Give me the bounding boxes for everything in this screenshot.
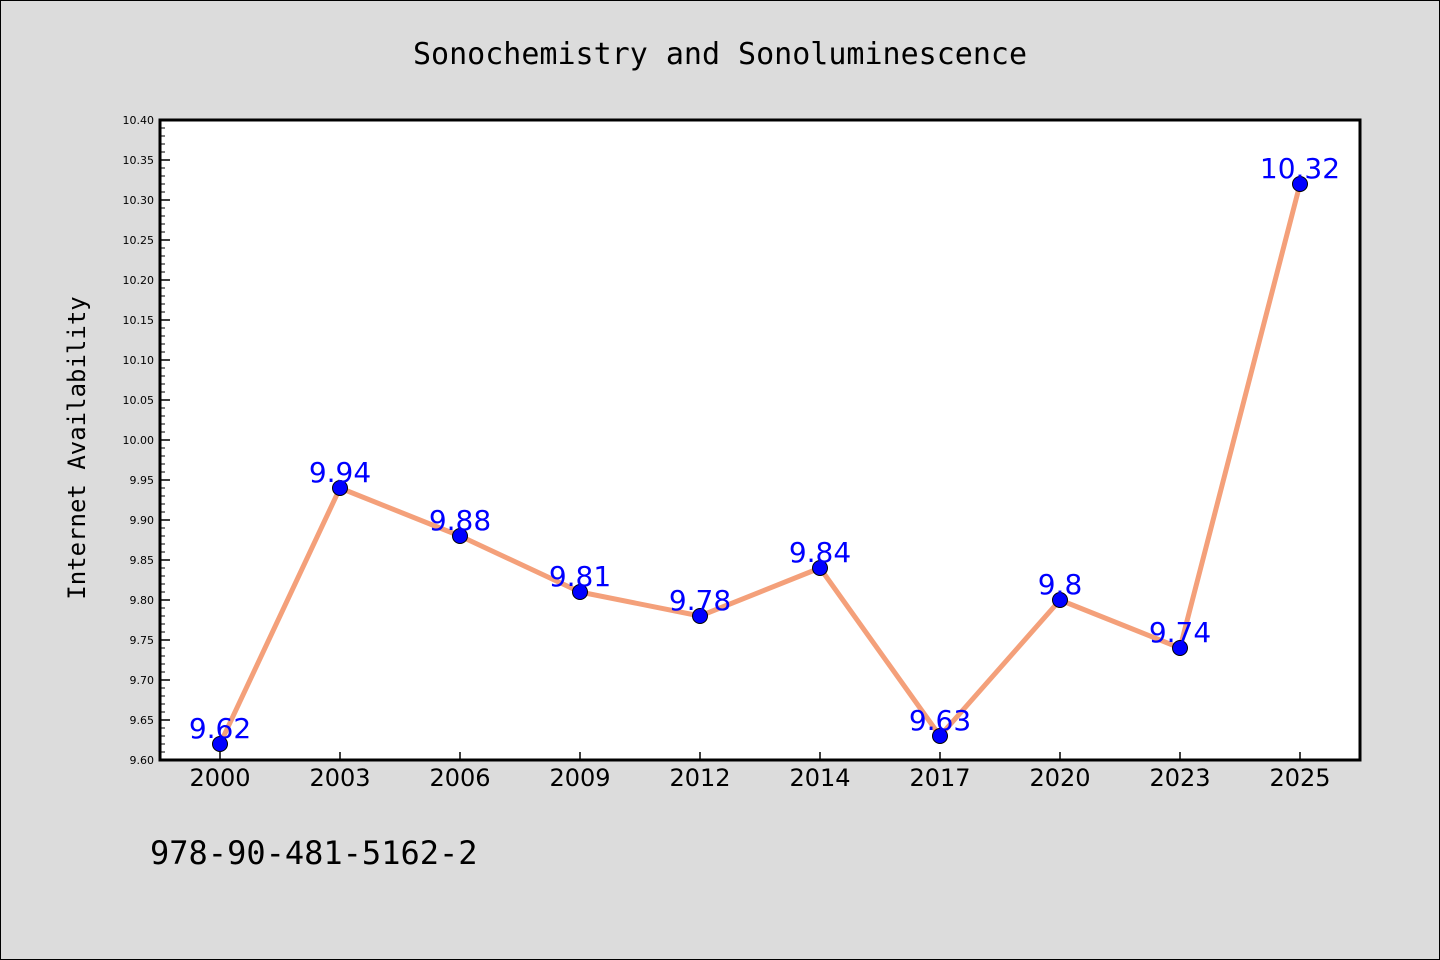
- data-label: 9.81: [549, 560, 611, 593]
- data-point: [452, 528, 468, 544]
- y-tick-label: 9.65: [130, 714, 155, 727]
- data-label: 9.94: [309, 456, 371, 489]
- y-tick-label: 9.95: [130, 474, 155, 487]
- data-point: [1172, 640, 1188, 656]
- y-tick-label: 10.10: [123, 354, 155, 367]
- data-point: [932, 728, 948, 744]
- y-tick-label: 9.70: [130, 674, 155, 687]
- chart-title: Sonochemistry and Sonoluminescence: [413, 37, 1027, 72]
- x-tick-label: 2012: [669, 764, 730, 792]
- data-point: [692, 608, 708, 624]
- series-points-group: [212, 176, 1308, 752]
- data-label: 9.88: [429, 504, 491, 537]
- y-tick-label: 10.05: [123, 394, 155, 407]
- isbn-annotation: 978-90-481-5162-2: [150, 834, 478, 872]
- x-tick-label: 2014: [789, 764, 850, 792]
- data-label: 10.32: [1260, 152, 1340, 185]
- y-tick-label: 10.20: [123, 274, 155, 287]
- y-tick-label: 9.90: [130, 514, 155, 527]
- data-label: 9.62: [189, 712, 251, 745]
- y-tick-label: 10.40: [123, 114, 155, 127]
- x-tick-label: 2020: [1029, 764, 1090, 792]
- x-tick-label: 2003: [309, 764, 370, 792]
- data-point: [1292, 176, 1308, 192]
- y-tick-label: 10.00: [123, 434, 155, 447]
- data-labels-group: 9.62 9.94 9.88 9.81 9.78 9.84 9.63 9.8 9.74 10.32: [189, 152, 1340, 745]
- data-label: 9.78: [669, 584, 731, 617]
- y-tick-label: 10.25: [123, 234, 155, 247]
- y-tick-label: 9.60: [130, 754, 155, 767]
- series-line: [217, 181, 1303, 747]
- data-label: 9.74: [1149, 616, 1211, 649]
- y-tick-label: 10.30: [123, 194, 155, 207]
- data-point: [332, 480, 348, 496]
- x-tick-label: 2000: [189, 764, 250, 792]
- x-tick-label: 2017: [909, 764, 970, 792]
- data-label: 9.63: [909, 704, 971, 737]
- data-label: 9.84: [789, 536, 851, 569]
- data-point: [812, 560, 828, 576]
- y-tick-label: 9.75: [130, 634, 155, 647]
- x-axis-ticks: 2000 2003 2006 2009 2012 2014 2017 2020 2023 2025: [189, 752, 1331, 792]
- plot-area: [158, 118, 1362, 762]
- y-axis-ticks: 9.60 9.65 9.70 9.75 9.80 9.85 9.90 9.95 10.00 10.…: [123, 114, 170, 767]
- data-point: [572, 584, 588, 600]
- x-tick-label: 2025: [1269, 764, 1330, 792]
- y-tick-label: 9.80: [130, 594, 155, 607]
- data-label: 9.8: [1038, 568, 1083, 601]
- series-line-group: [217, 181, 1303, 747]
- data-point: [1052, 592, 1068, 608]
- x-tick-label: 2006: [429, 764, 490, 792]
- y-tick-label: 9.85: [130, 554, 155, 567]
- y-tick-label: 10.15: [123, 314, 155, 327]
- x-tick-label: 2009: [549, 764, 610, 792]
- data-point: [212, 736, 228, 752]
- x-tick-label: 2023: [1149, 764, 1210, 792]
- y-axis-label: Internet Availability: [63, 296, 91, 599]
- y-tick-label: 10.35: [123, 154, 155, 167]
